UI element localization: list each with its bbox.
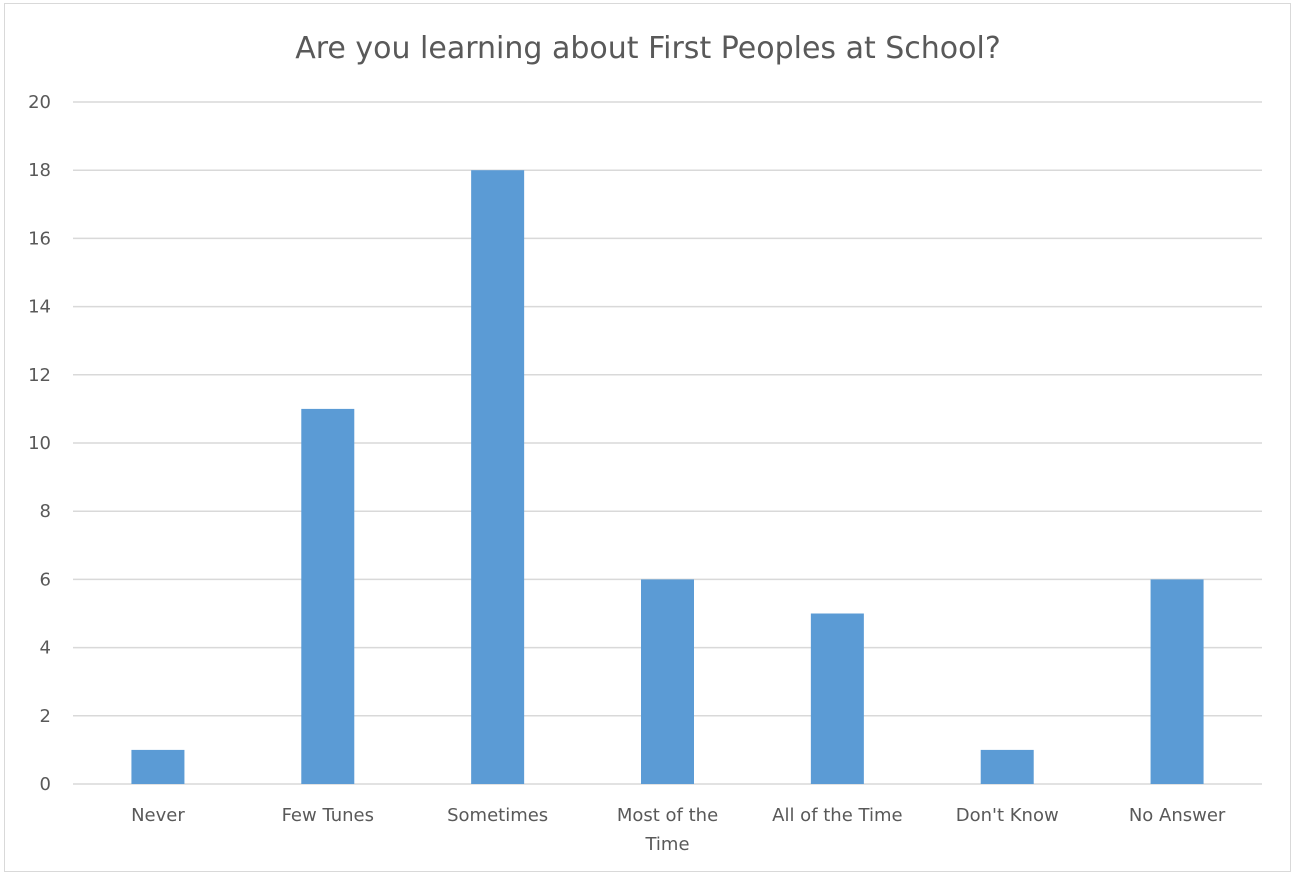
bars xyxy=(131,170,1204,784)
x-category-label-line: Never xyxy=(131,805,185,826)
y-tick-label: 4 xyxy=(40,638,51,659)
bar-don-t-know xyxy=(980,749,1034,784)
x-category-label-line: Sometimes xyxy=(447,805,548,826)
bar-no-answer xyxy=(1150,579,1204,784)
chart-title: Are you learning about First Peoples at … xyxy=(295,31,1001,66)
x-category-label: Don't Know xyxy=(956,805,1059,826)
y-tick-label: 2 xyxy=(40,706,51,727)
bar-all-of-the-time xyxy=(810,613,864,784)
x-category-label: Most of the Time xyxy=(617,805,718,855)
y-tick-label: 12 xyxy=(28,365,51,386)
y-tick-label: 0 xyxy=(40,774,51,795)
y-tick-label: 14 xyxy=(28,297,51,318)
y-tick-label: 20 xyxy=(28,92,51,113)
bar-sometimes xyxy=(471,170,525,784)
x-category-label: Sometimes xyxy=(447,805,548,826)
y-tick-label: 16 xyxy=(28,228,51,249)
x-category-label: No Answer xyxy=(1129,805,1226,826)
x-category-label-line: No Answer xyxy=(1129,805,1226,826)
y-tick-label: 18 xyxy=(28,160,51,181)
x-axis-labels: Never Few Tunes Sometimes Most of the Time Al… xyxy=(131,805,1226,855)
x-category-label-line: Few Tunes xyxy=(282,805,374,826)
y-tick-label: 6 xyxy=(40,569,51,590)
y-tick-label: 8 xyxy=(40,501,51,522)
x-category-label: All of the Time xyxy=(772,805,902,826)
x-category-label: Never xyxy=(131,805,185,826)
x-category-label: Few Tunes xyxy=(282,805,374,826)
bar-most-of-the-time xyxy=(641,579,694,784)
gridlines xyxy=(73,101,1262,785)
y-axis-ticks: 0 2 4 6 8 10 12 14 16 18 20 xyxy=(28,92,51,795)
x-category-label-line: Most of the xyxy=(617,805,718,826)
bar-few-tunes xyxy=(301,408,355,784)
x-category-label-line: Time xyxy=(644,834,689,855)
x-category-label-line: Don't Know xyxy=(956,805,1059,826)
y-tick-label: 10 xyxy=(28,433,51,454)
x-category-label-line: All of the Time xyxy=(772,805,902,826)
bar-never xyxy=(131,749,185,784)
